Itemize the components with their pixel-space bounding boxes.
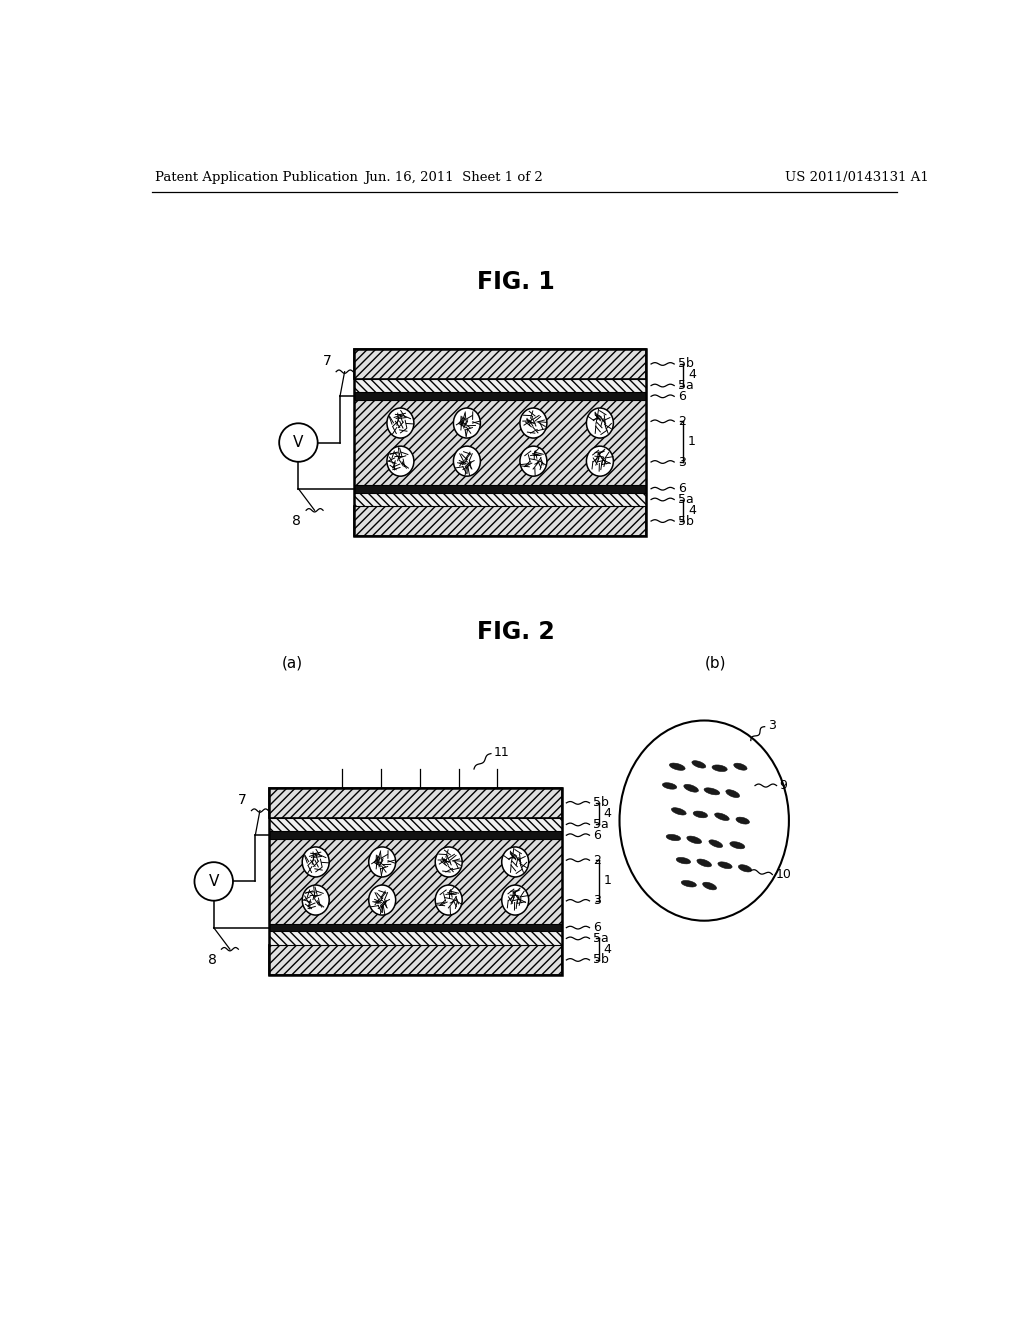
Circle shape [195,862,233,900]
Bar [269,788,562,974]
Ellipse shape [697,859,712,867]
Text: 6: 6 [678,482,686,495]
Bar [354,400,646,484]
Text: 3: 3 [768,718,775,731]
Text: 5b: 5b [678,515,694,528]
Ellipse shape [672,808,686,814]
Text: US 2011/0143131 A1: US 2011/0143131 A1 [785,172,929,185]
Ellipse shape [302,847,329,876]
Ellipse shape [715,813,729,821]
Ellipse shape [587,446,613,477]
Text: 11: 11 [494,746,510,759]
Ellipse shape [687,836,701,843]
Text: 3: 3 [678,455,686,469]
Text: 4: 4 [603,807,611,820]
Ellipse shape [705,788,720,795]
Text: 3: 3 [593,895,601,907]
Text: 5a: 5a [678,492,694,506]
Bar [354,484,646,492]
Text: 6: 6 [593,921,601,935]
Ellipse shape [435,884,462,915]
Text: Patent Application Publication: Patent Application Publication [156,172,358,185]
Ellipse shape [693,810,708,818]
Text: 4: 4 [688,504,696,517]
Ellipse shape [587,408,613,438]
Ellipse shape [718,862,732,869]
Ellipse shape [738,865,752,873]
Text: 8: 8 [208,953,217,968]
Text: 6: 6 [678,389,686,403]
Ellipse shape [520,446,547,477]
Text: FIG. 2: FIG. 2 [477,620,554,644]
Text: 4: 4 [603,942,611,956]
Text: 5b: 5b [593,953,609,966]
Ellipse shape [702,882,717,890]
Bar [269,788,562,817]
Ellipse shape [684,784,698,792]
Text: 2: 2 [593,854,601,867]
Bar [354,350,646,536]
Ellipse shape [667,834,681,841]
Ellipse shape [435,847,462,876]
Bar [354,350,646,379]
Ellipse shape [520,408,547,438]
Text: 1: 1 [603,874,611,887]
Text: 2: 2 [678,414,686,428]
Ellipse shape [734,763,748,770]
Bar [269,832,562,840]
Ellipse shape [302,884,329,915]
Ellipse shape [369,847,395,876]
Ellipse shape [663,783,677,789]
Text: 5a: 5a [593,818,609,832]
Bar [354,379,646,392]
Ellipse shape [369,884,395,915]
Bar [269,817,562,832]
Text: 6: 6 [593,829,601,842]
Ellipse shape [387,408,414,438]
Text: 7: 7 [323,354,332,368]
Ellipse shape [502,847,528,876]
Ellipse shape [670,763,685,771]
Bar [269,932,562,945]
Ellipse shape [620,721,788,921]
Text: 10: 10 [775,869,792,880]
Ellipse shape [681,880,696,887]
Ellipse shape [730,842,744,849]
Bar [269,945,562,974]
Ellipse shape [692,760,706,768]
Bar [269,924,562,932]
Text: Jun. 16, 2011  Sheet 1 of 2: Jun. 16, 2011 Sheet 1 of 2 [365,172,544,185]
Ellipse shape [676,858,690,863]
Text: (b): (b) [705,655,726,671]
Ellipse shape [502,884,528,915]
Ellipse shape [454,408,480,438]
Text: 1: 1 [688,436,696,449]
Ellipse shape [387,446,414,477]
Text: (a): (a) [282,655,303,671]
Ellipse shape [726,789,739,797]
Text: V: V [209,874,219,888]
Text: 9: 9 [779,779,787,792]
Ellipse shape [736,817,750,824]
Text: 4: 4 [688,368,696,381]
Text: FIG. 1: FIG. 1 [477,269,554,293]
Bar [269,840,562,924]
Circle shape [280,424,317,462]
Text: 5a: 5a [678,379,694,392]
Bar [354,392,646,400]
Ellipse shape [712,764,727,772]
Text: V: V [293,436,303,450]
Text: 5b: 5b [678,358,694,371]
Ellipse shape [454,446,480,477]
Text: 5b: 5b [593,796,609,809]
Bar [354,492,646,507]
Text: 7: 7 [238,793,247,807]
Bar [354,507,646,536]
Text: 5a: 5a [593,932,609,945]
Text: 8: 8 [293,515,301,528]
Ellipse shape [709,840,723,847]
